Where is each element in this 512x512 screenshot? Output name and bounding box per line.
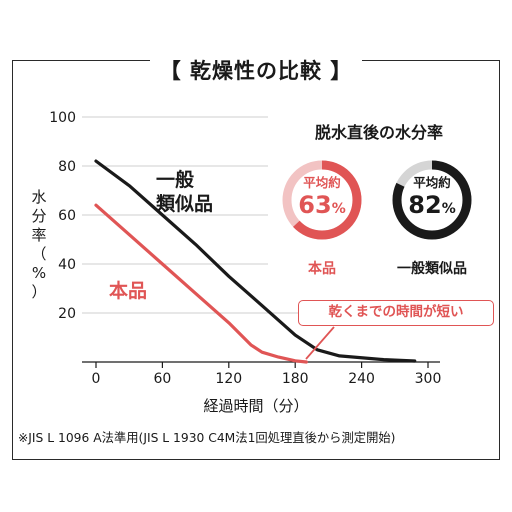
x-axis-label: 経過時間（分） bbox=[203, 397, 309, 415]
series-label-product: 本品 bbox=[109, 280, 148, 302]
donut-text-product: 平均約 63% bbox=[277, 172, 367, 219]
donut-caption-general: 一般類似品 bbox=[397, 261, 467, 277]
y-axis-label-char: 率 bbox=[31, 226, 47, 244]
x-tick-label: 300 bbox=[415, 371, 442, 387]
y-axis-label-char: 分 bbox=[31, 207, 47, 225]
percent-unit: % bbox=[441, 201, 456, 217]
y-tick-label: 40 bbox=[58, 257, 76, 273]
series-label-general-line2: 類似品 bbox=[156, 193, 214, 215]
series-label-general: 一般 類似品 bbox=[156, 168, 213, 216]
donut-value-general: 82 bbox=[408, 191, 442, 219]
x-tick-label: 120 bbox=[215, 371, 242, 387]
moisture-donuts bbox=[282, 160, 472, 240]
y-tick-label: 80 bbox=[58, 159, 76, 175]
series-line-general bbox=[94, 159, 417, 363]
donut-avg-label: 平均約 bbox=[413, 175, 451, 190]
donut-text-general: 平均約 82% bbox=[387, 172, 477, 219]
series-line-product bbox=[94, 203, 308, 364]
y-axis-label-char: （ bbox=[31, 245, 47, 263]
moisture-panel-title: 脱水直後の水分率 bbox=[314, 123, 443, 142]
y-tick-label: 60 bbox=[58, 208, 76, 224]
percent-unit: % bbox=[331, 201, 346, 217]
y-tick-label: 100 bbox=[49, 110, 76, 126]
y-axis-label-char: ） bbox=[31, 283, 47, 301]
y-axis-label-char: 水 bbox=[31, 188, 47, 206]
chart-title-text: 【 乾燥性の比較 】 bbox=[149, 59, 363, 83]
callout-annotation: 乾くまでの時間が短い bbox=[298, 300, 494, 326]
callout-pointer bbox=[305, 326, 335, 360]
x-tick-label: 0 bbox=[92, 371, 101, 387]
y-tick-label: 20 bbox=[58, 306, 76, 322]
footnote: ※JIS L 1096 A法準用(JIS L 1930 C4M法1回処理直後から… bbox=[18, 431, 396, 445]
y-axis-label-char: % bbox=[31, 264, 47, 282]
donut-arc-general bbox=[392, 160, 472, 240]
donut-arc-product bbox=[282, 160, 362, 240]
donut-value-product: 63 bbox=[298, 191, 332, 219]
x-tick-label: 240 bbox=[348, 371, 375, 387]
donut-avg-label: 平均約 bbox=[303, 175, 341, 190]
x-tick-label: 60 bbox=[153, 371, 171, 387]
x-tick-label: 180 bbox=[282, 371, 309, 387]
donut-caption-product: 本品 bbox=[308, 261, 336, 277]
y-axis-label: 水 分 率 （ % ） bbox=[30, 188, 48, 302]
series-label-general-line1: 一般 bbox=[156, 169, 195, 191]
chart-title: 【 乾燥性の比較 】 bbox=[0, 55, 512, 85]
moisture-panel: 脱水直後の水分率 平均約 63% 平均約 82% 本品 一般類似品 bbox=[268, 110, 490, 286]
